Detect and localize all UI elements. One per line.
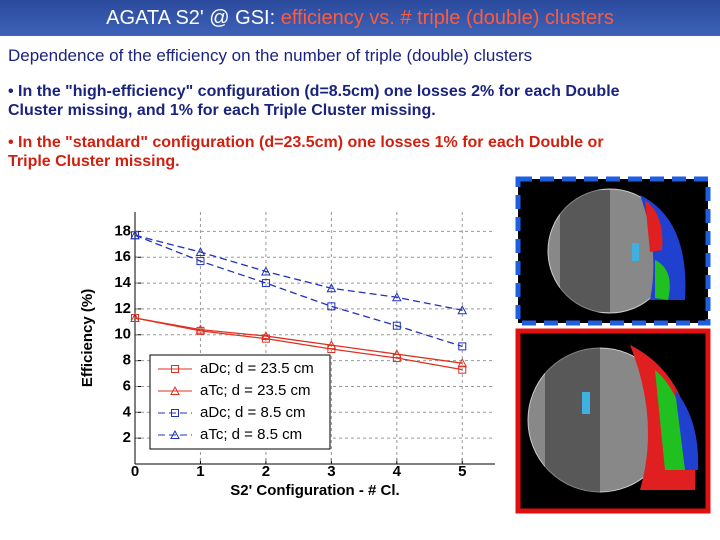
detector-image xyxy=(515,176,711,514)
y-tick-label: 16 xyxy=(114,248,131,265)
y-tick-label: 14 xyxy=(114,274,131,291)
x-tick-label: 3 xyxy=(327,463,335,480)
marker xyxy=(170,385,180,395)
y-axis-label: Efficiency (%) xyxy=(79,289,96,387)
marker xyxy=(327,302,336,311)
marker xyxy=(170,429,180,439)
x-axis-label: S2' Configuration - # Cl. xyxy=(230,482,399,499)
legend-label: aDc; d = 23.5 cm xyxy=(200,360,314,377)
marker xyxy=(171,365,179,373)
marker xyxy=(391,292,402,302)
bullet: • In the "high-efficiency" configuration… xyxy=(8,83,620,119)
marker xyxy=(326,283,337,293)
series-line xyxy=(134,317,463,364)
marker xyxy=(261,330,271,341)
y-tick-label: 4 xyxy=(123,403,132,420)
legend-label: aTc; d = 8.5 cm xyxy=(200,426,302,443)
y-tick-label: 2 xyxy=(123,429,131,446)
bullet: • In the "standard" configuration (d=23.… xyxy=(8,134,604,170)
marker xyxy=(261,279,270,288)
y-tick-label: 12 xyxy=(114,300,131,317)
marker xyxy=(196,326,205,335)
subtitle: Dependence of the efficiency on the numb… xyxy=(8,46,533,65)
y-tick-label: 6 xyxy=(123,377,131,394)
marker xyxy=(457,358,468,368)
marker xyxy=(196,257,205,266)
legend-box xyxy=(149,354,331,450)
marker xyxy=(130,230,140,240)
x-tick-label: 2 xyxy=(262,463,270,480)
legend-label: aTc; d = 23.5 cm xyxy=(200,382,310,399)
y-tick-label: 18 xyxy=(114,222,131,239)
title: AGATA S2' @ GSI: xyxy=(106,7,281,29)
title-highlight: efficiency vs. # triple (double) cluster… xyxy=(280,7,614,29)
y-tick-label: 10 xyxy=(114,326,131,343)
marker xyxy=(458,342,467,351)
y-tick-label: 8 xyxy=(123,352,131,369)
marker xyxy=(195,324,206,334)
x-tick-label: 1 xyxy=(196,463,204,480)
marker xyxy=(457,305,468,315)
x-tick-label: 5 xyxy=(458,463,466,480)
series-line xyxy=(134,234,463,348)
series-line xyxy=(134,234,463,311)
marker xyxy=(130,312,140,322)
series-line xyxy=(134,317,463,371)
marker xyxy=(171,409,179,417)
x-tick-label: 0 xyxy=(131,463,139,480)
marker xyxy=(195,246,206,257)
marker xyxy=(458,365,467,374)
legend-label: aDc; d = 8.5 cm xyxy=(200,404,305,421)
x-tick-label: 4 xyxy=(393,463,402,480)
marker xyxy=(326,340,337,350)
title-bar: AGATA S2' @ GSI: efficiency vs. # triple… xyxy=(0,0,720,36)
marker xyxy=(261,266,271,276)
marker xyxy=(392,321,401,330)
marker xyxy=(391,349,402,359)
